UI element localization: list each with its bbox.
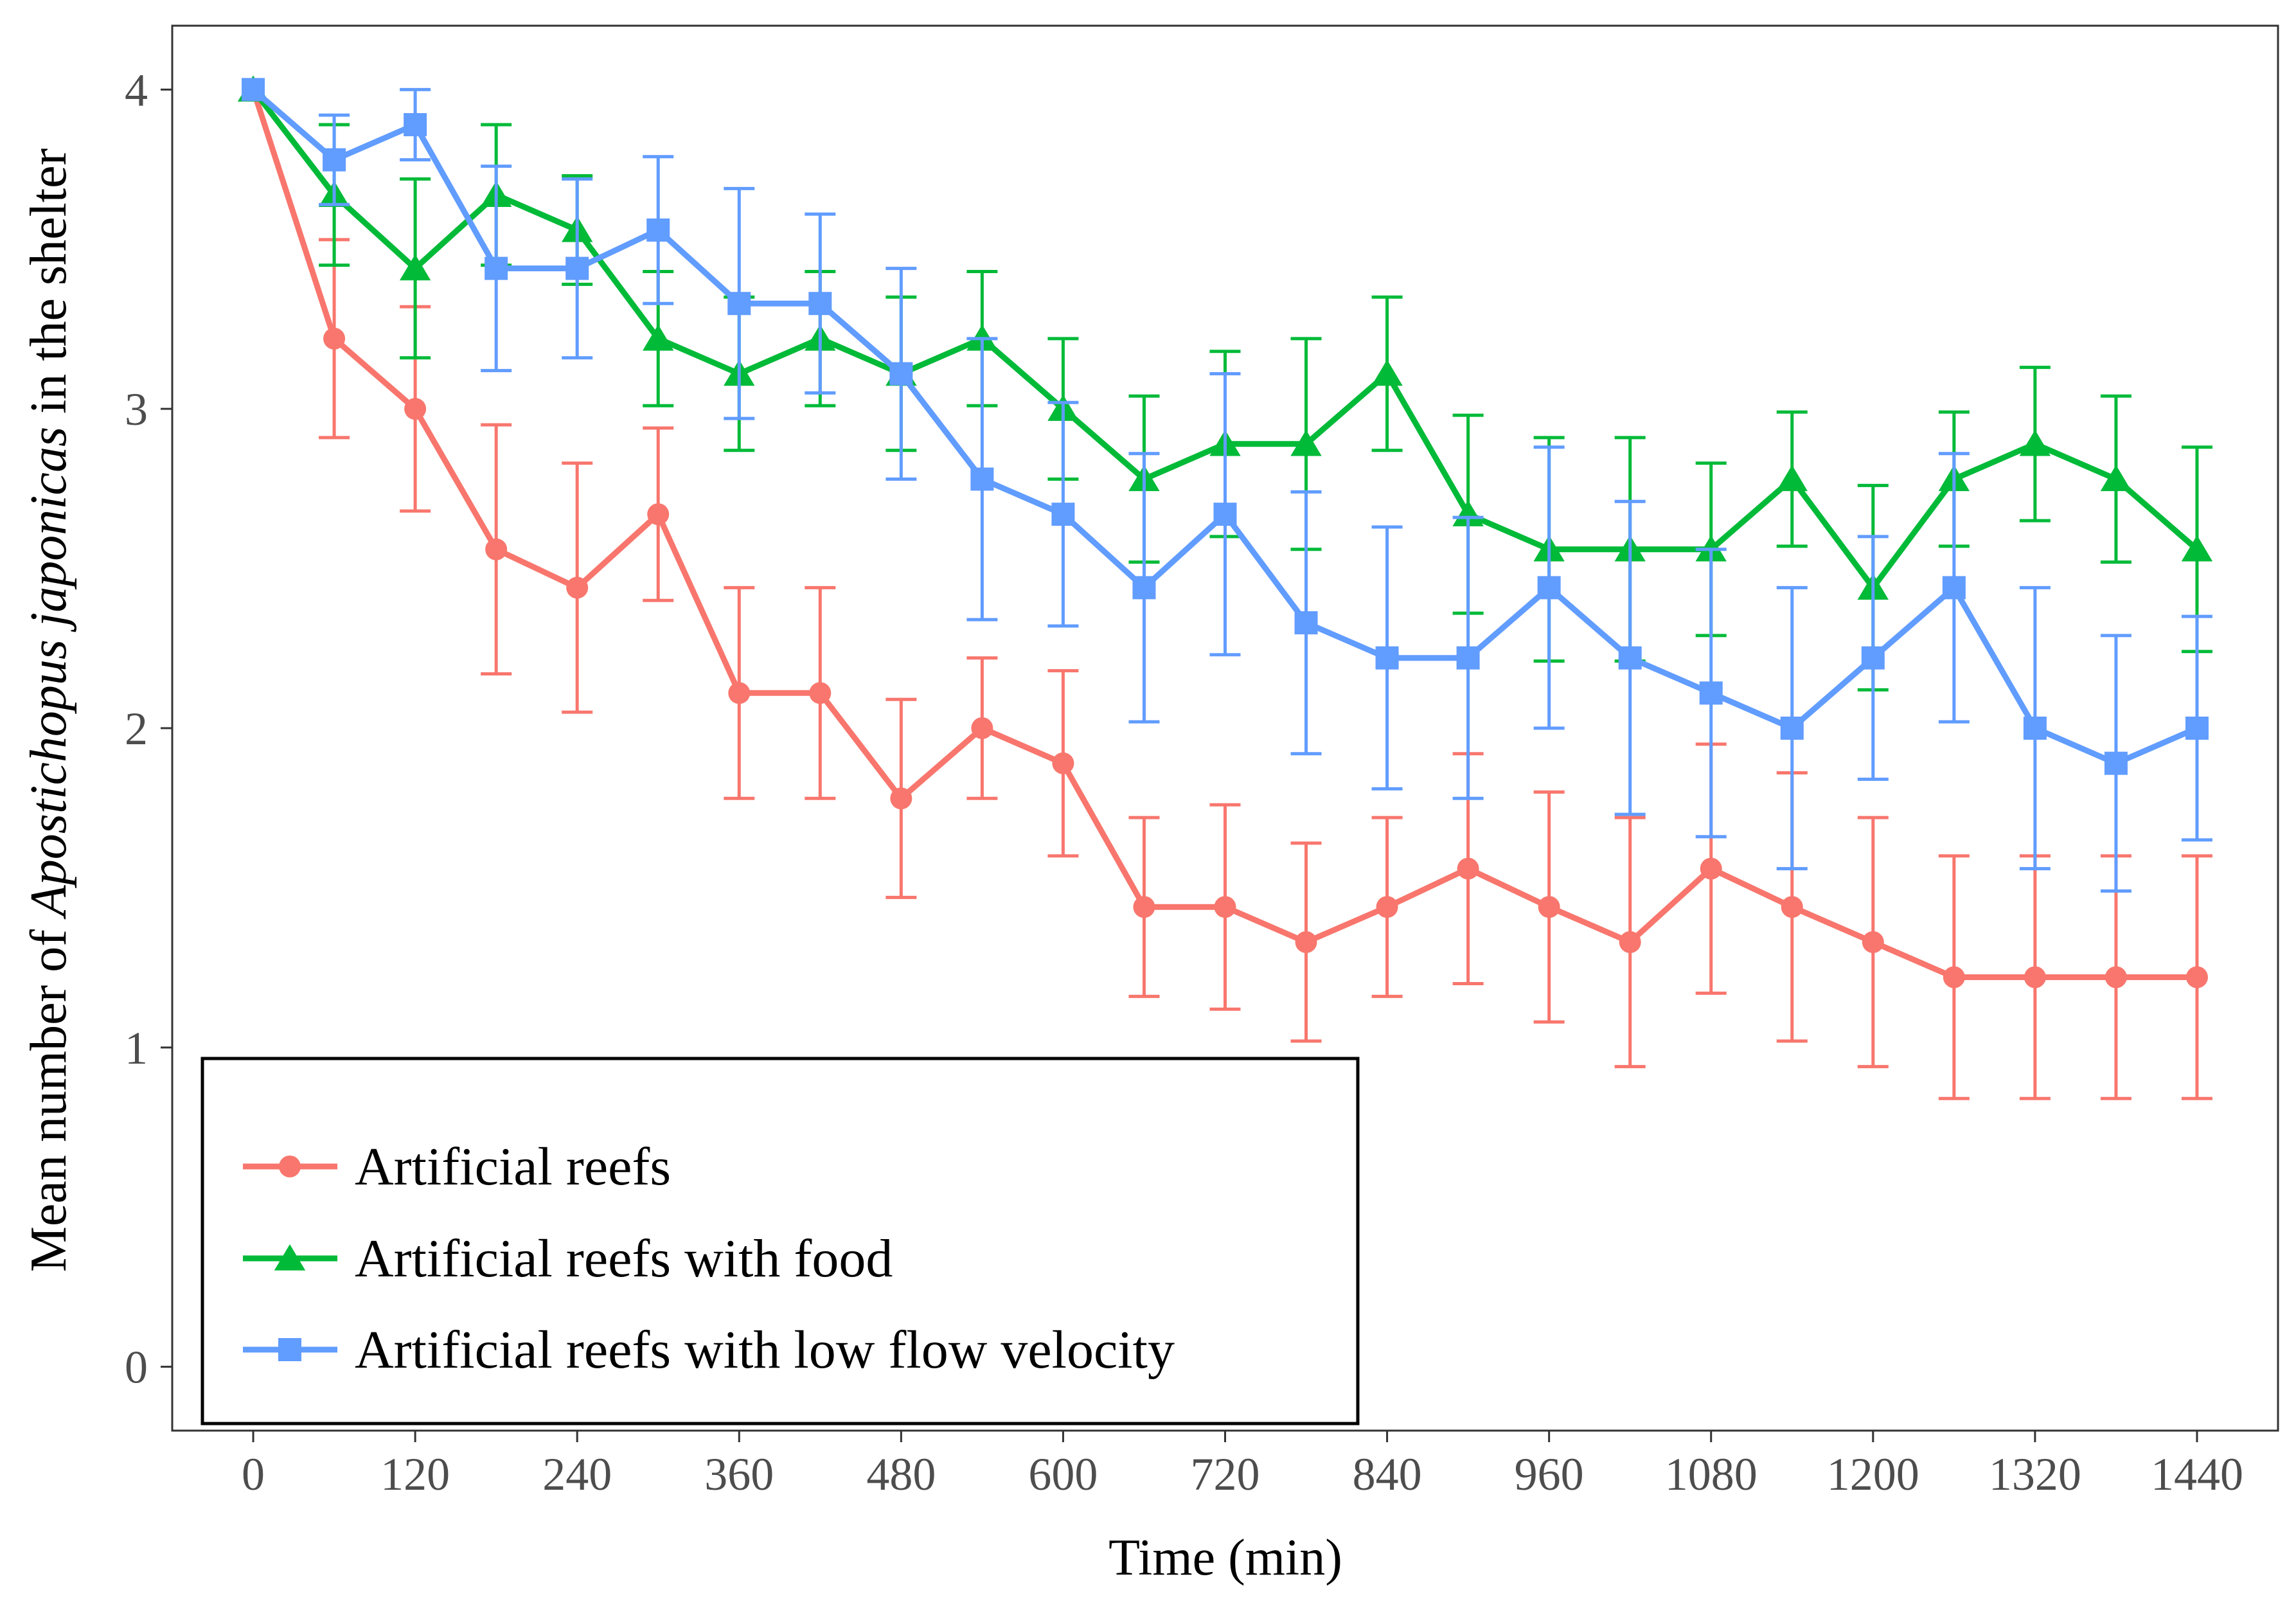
data-point: [1538, 896, 1560, 918]
points-reefs-with-food: [237, 75, 2213, 600]
legend-label: Artificial reefs: [355, 1137, 671, 1197]
data-point: [1214, 896, 1236, 918]
data-point: [2105, 966, 2127, 988]
data-point: [1294, 611, 1318, 635]
data-point: [890, 787, 912, 810]
data-point: [1457, 857, 1479, 880]
legend-label: Artificial reefs with low flow velocity: [355, 1320, 1175, 1380]
y-tick-label: 3: [125, 384, 148, 435]
data-point: [2100, 465, 2132, 492]
series-group: [237, 75, 2213, 1100]
data-point: [2185, 966, 2208, 988]
data-point: [485, 256, 508, 280]
x-tick-label: 960: [1515, 1449, 1584, 1500]
data-point: [565, 256, 589, 280]
y-axis-title-suffix: in the shelter: [21, 148, 77, 427]
data-point: [1132, 576, 1156, 600]
data-point: [1699, 681, 1723, 705]
y-tick-label: 2: [125, 703, 148, 755]
x-tick-label: 840: [1353, 1449, 1422, 1500]
data-point: [1619, 931, 1641, 953]
data-point: [889, 362, 913, 386]
y-tick-label: 0: [125, 1342, 148, 1393]
data-point: [1371, 359, 1403, 386]
data-point: [1213, 503, 1237, 526]
x-tick-label: 480: [866, 1449, 936, 1500]
data-point: [1943, 966, 1965, 988]
data-point: [399, 254, 431, 281]
x-tick-label: 120: [380, 1449, 450, 1500]
data-point: [1861, 646, 1885, 670]
data-point: [727, 292, 751, 316]
data-point: [647, 503, 670, 526]
data-point: [1375, 646, 1399, 670]
data-point: [1456, 646, 1480, 670]
axes: 0 120 240 360 480 600 720 840 960 1080 1200 1320 144…: [125, 64, 2243, 1500]
data-point: [1295, 931, 1317, 953]
data-point: [485, 538, 508, 560]
points-reefs-low-flow: [242, 78, 2209, 775]
y-axis-title-species: Apostichopus japonicas: [21, 427, 77, 920]
data-point: [808, 292, 832, 316]
legend-key-marker: [279, 1156, 301, 1177]
data-point: [728, 682, 751, 704]
data-point: [1051, 503, 1075, 526]
data-point: [404, 398, 427, 420]
data-point: [1618, 646, 1642, 670]
data-point: [242, 78, 265, 102]
data-point: [2185, 717, 2209, 740]
data-point: [646, 218, 670, 242]
x-tick-label: 1440: [2151, 1449, 2243, 1500]
data-point: [323, 148, 346, 172]
data-point: [2019, 429, 2051, 456]
data-point: [1452, 500, 1484, 526]
legend-box: [200, 1057, 1360, 1425]
series-artificial-reefs: [242, 78, 2212, 1100]
data-point: [404, 113, 427, 137]
data-point: [1942, 576, 1966, 600]
data-point: [1776, 465, 1808, 492]
data-point: [1700, 857, 1722, 880]
data-point: [809, 682, 832, 704]
data-point: [2104, 751, 2128, 775]
x-tick-label: 0: [242, 1449, 265, 1500]
data-point: [566, 576, 589, 599]
x-tick-label: 1200: [1827, 1449, 1919, 1500]
x-tick-label: 240: [542, 1449, 612, 1500]
x-axis-title: Time (min): [1108, 1530, 1342, 1586]
legend-key-marker: [274, 1244, 306, 1271]
series-reefs-low-flow: [242, 78, 2212, 893]
points-artificial-reefs: [242, 78, 2208, 988]
data-point: [2024, 966, 2046, 988]
x-tick-label: 720: [1191, 1449, 1260, 1500]
data-point: [1537, 576, 1561, 600]
data-point: [1862, 931, 1884, 953]
y-axis-title-prefix: Mean number of: [21, 916, 77, 1272]
data-point: [643, 324, 674, 351]
data-point: [1376, 896, 1398, 918]
y-tick-label: 4: [125, 64, 148, 116]
x-tick-label: 1080: [1665, 1449, 1758, 1500]
data-point: [1290, 429, 1322, 456]
data-point: [971, 717, 993, 739]
legend: Artificial reefs Artificial reefs with fo…: [200, 1057, 1360, 1425]
y-tick-label: 1: [125, 1023, 148, 1074]
data-point: [2181, 535, 2213, 562]
data-point: [2023, 717, 2047, 740]
data-point: [1052, 752, 1074, 774]
data-point: [1781, 896, 1803, 918]
legend-label: Artificial reefs with food: [355, 1229, 893, 1289]
data-point: [1133, 896, 1155, 918]
data-point: [323, 327, 346, 350]
data-point: [970, 467, 994, 491]
data-point: [1780, 717, 1804, 740]
legend-key-marker: [278, 1338, 301, 1361]
x-tick-label: 600: [1028, 1449, 1098, 1500]
y-axis-title: Mean number of Apostichopus japonicas in…: [21, 148, 77, 1273]
x-tick-label: 360: [704, 1449, 774, 1500]
x-tick-label: 1320: [1989, 1449, 2081, 1500]
